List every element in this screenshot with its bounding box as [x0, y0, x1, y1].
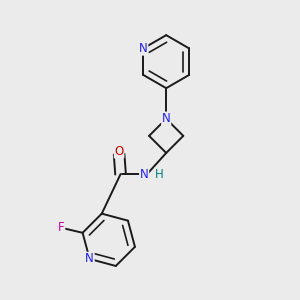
Text: N: N: [139, 42, 148, 55]
Text: O: O: [115, 145, 124, 158]
Text: N: N: [85, 253, 94, 266]
Text: N: N: [162, 112, 171, 125]
Text: H: H: [155, 168, 164, 181]
Text: N: N: [140, 168, 148, 181]
Text: F: F: [58, 220, 64, 234]
